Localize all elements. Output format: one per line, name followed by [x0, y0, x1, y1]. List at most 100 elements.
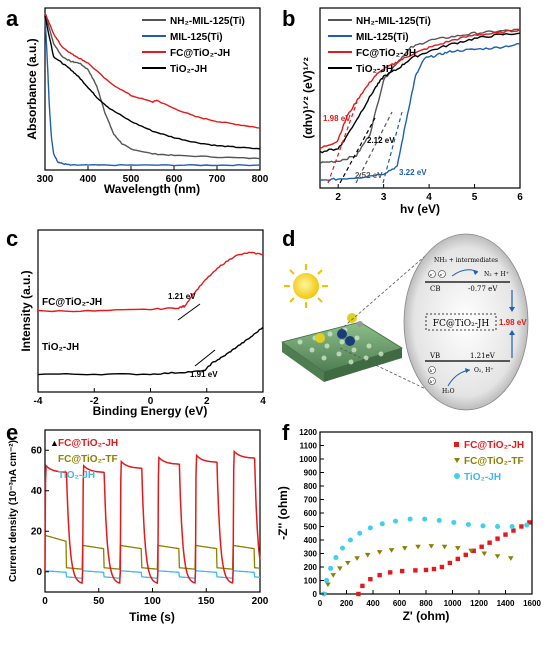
legend-label-b-2: FC@TiO₂-JH [356, 48, 416, 59]
x-tick-label-c-0: -4 [34, 396, 43, 407]
data-point-f-1-1 [325, 582, 331, 588]
callout-line-top [339, 249, 433, 331]
data-point-f-2-5 [347, 537, 353, 543]
y-tick-label-f-12: 1200 [299, 428, 317, 437]
series-group-f [321, 516, 532, 597]
electron-icons: e⁻ e⁻ [428, 270, 446, 278]
data-point-f-0-10 [447, 560, 453, 566]
y-tick-label-f-4: 400 [304, 536, 318, 545]
series-line-a-3 [44, 15, 261, 150]
data-point-f-2-2 [328, 565, 334, 571]
y-tick-label-e-1: 20 [31, 526, 43, 537]
x-ticks-e: 0 50 100 150 200 [42, 588, 269, 607]
data-point-f-0-5 [399, 568, 405, 574]
tangent-line-fc [327, 101, 358, 184]
x-tick-label-e-2: 100 [144, 596, 161, 607]
data-point-f-2-13 [451, 519, 457, 525]
x-tick-label-c-4: 4 [260, 396, 266, 407]
y-tick-label-f-8: 800 [304, 482, 318, 491]
x-tick-label-b-4: 6 [517, 192, 523, 203]
data-point-f-1-10 [415, 544, 421, 550]
legend-label-b-0: NH₂-MIL-125(Ti) [356, 16, 431, 27]
legend-label-b-1: MIL-125(Ti) [356, 32, 409, 43]
legend-e: ▲ FC@TiO₂-JH FC@TiO₂-TF TiO₂-JH [50, 438, 118, 481]
legend-label-a-2: FC@TiO₂-JH [170, 48, 230, 59]
o2-label: O₂, H⁺ [474, 367, 494, 374]
x-tick-label-f-0: 0 [318, 599, 323, 608]
molecule-blue-1 [337, 329, 347, 339]
onset-line-tio2 [194, 349, 216, 367]
panel-label-d: d [282, 226, 295, 251]
x-tick-label-e-1: 50 [93, 596, 105, 607]
x-tick-label-f-7: 1400 [497, 599, 515, 608]
x-tick-label-f-3: 600 [393, 599, 407, 608]
y-ticks-e: 0 20 40 60 [31, 445, 49, 578]
center-label-box [425, 313, 497, 331]
tangent-lines-b [327, 101, 403, 184]
y-tick-label-f-11: 1100 [300, 442, 318, 451]
data-point-f-1-5 [354, 556, 360, 561]
series-group-b [319, 28, 521, 182]
data-point-f-1-17 [508, 556, 514, 561]
data-point-f-2-1 [324, 578, 330, 583]
series-line-e-2 [44, 569, 260, 580]
data-point-f-1-8 [388, 548, 395, 553]
legend-a: NH₂-MIL-125(Ti) MIL-125(Ti) FC@TiO₂-JH T… [142, 16, 245, 75]
y-ticks-f: 0 100 200 300 400 500 600 700 800 900 1000 1100 1200 [299, 428, 324, 599]
panel-label-b: b [282, 6, 295, 31]
panel-label-a: a [6, 6, 19, 31]
data-point-f-0-2 [368, 576, 373, 582]
x-tick-label-a-2: 500 [123, 174, 140, 185]
x-tick-label-f-2: 400 [366, 599, 380, 608]
y-tick-label-e-0: 0 [36, 567, 42, 578]
plot-frame-b [319, 7, 521, 189]
data-point-f-1-4 [345, 560, 351, 566]
series-label-c-0: FC@TiO₂-JH [42, 297, 102, 308]
legend-label-f-0: FC@TiO₂-JH [464, 440, 524, 451]
data-point-f-1-16 [494, 554, 501, 559]
x-tick-label-c-3: 2 [204, 396, 210, 407]
gap-value: 1.98 eV [499, 318, 527, 327]
x-tick-label-f-8: 1600 [523, 599, 541, 608]
data-point-f-0-17 [503, 532, 508, 537]
panel-e: e 0 50 100 150 200 0 20 40 60 Time (s) Current … [6, 420, 269, 624]
data-point-f-2-6 [357, 530, 363, 536]
legend-marker-f-2 [454, 473, 460, 479]
series-label-c-1: TiO₂-JH [42, 342, 79, 353]
panel-a: a 300 400 500 600 700 800 Wavelength (nm) Abs… [6, 6, 269, 196]
data-point-f-1-7 [376, 550, 383, 555]
data-point-f-2-4 [340, 545, 346, 551]
y-tick-label-e-2: 40 [31, 486, 43, 497]
series-line-b-0 [319, 28, 521, 165]
data-point-f-0-1 [360, 583, 365, 589]
legend-label-e-0: FC@TiO₂-JH [58, 438, 118, 449]
data-point-f-0-16 [495, 536, 500, 541]
y-axis-label-f: -Z'' (ohm) [276, 486, 290, 540]
legend-label-f-2: TiO₂-JH [464, 472, 501, 483]
hole-icons: h⁺ h⁺ [428, 366, 436, 385]
series-group-c [37, 251, 264, 376]
series-line-a-2 [44, 12, 261, 129]
series-line-a-0 [44, 12, 261, 160]
series-line-c-0 [37, 251, 264, 313]
catalyst-slab [281, 313, 403, 382]
data-point-f-2-11 [422, 516, 428, 522]
tangent-line-mil [382, 111, 403, 184]
y-tick-label-f-2: 200 [304, 563, 318, 572]
data-point-f-1-3 [337, 566, 343, 571]
data-point-f-1-2 [330, 573, 337, 578]
light-on-arrow-icon: ▲ [50, 438, 59, 448]
series-line-b-1 [319, 42, 521, 182]
nh3-label: NH₃ + intermediates [434, 257, 498, 264]
series-line-c-1 [37, 326, 264, 376]
x-ticks-c: -4 -2 0 2 4 [34, 388, 266, 407]
panel-d: d [281, 226, 529, 411]
x-tick-label-b-2: 4 [426, 192, 432, 203]
y-tick-label-e-3: 60 [31, 445, 43, 456]
legend-label-e-1: FC@TiO₂-TF [58, 454, 118, 465]
data-point-f-2-10 [407, 516, 413, 522]
data-point-f-2-3 [333, 555, 339, 561]
series-line-a-1 [44, 16, 261, 167]
data-point-f-2-7 [367, 525, 373, 531]
cb-label: CB [430, 285, 441, 293]
